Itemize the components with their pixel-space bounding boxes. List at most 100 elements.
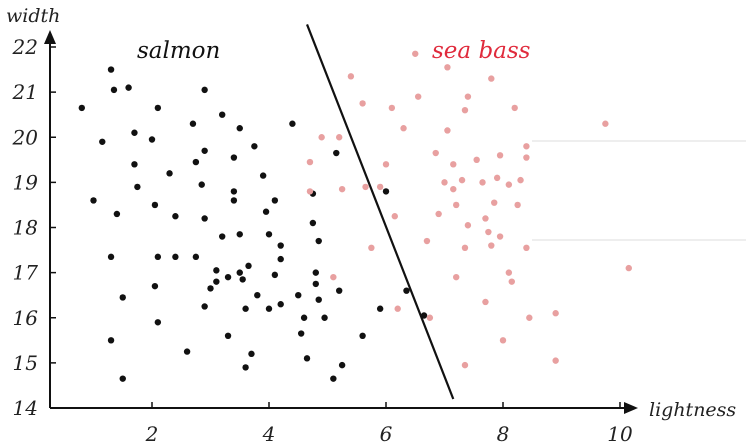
y-axis-arrow-icon <box>44 30 56 44</box>
sea-bass-point <box>505 181 513 188</box>
salmon-point <box>230 188 238 195</box>
sea-bass-point <box>552 310 559 317</box>
sea-bass-point <box>493 174 501 182</box>
y-tick-label: 16 <box>13 306 39 330</box>
salmon-point <box>119 294 126 301</box>
salmon-point <box>321 314 328 321</box>
salmon-point <box>376 305 384 312</box>
salmon-point <box>219 111 226 118</box>
x-tick-label: 6 <box>380 422 393 446</box>
salmon-point <box>315 237 322 245</box>
sea-bass-point <box>482 298 489 306</box>
sea-bass-point <box>444 64 451 71</box>
salmon-point <box>312 280 319 288</box>
salmon-point <box>265 231 273 238</box>
y-tick-label: 15 <box>13 351 38 375</box>
sea-bass-point <box>488 242 495 249</box>
sea-bass-point <box>388 104 396 112</box>
sea-bass-point <box>426 314 434 321</box>
axes <box>44 30 638 414</box>
x-tick-label: 10 <box>607 422 633 446</box>
salmon-point <box>303 355 311 362</box>
sea-bass-annotation: sea bass <box>432 38 531 64</box>
sea-bass-point <box>625 264 632 272</box>
salmon-point <box>338 361 346 369</box>
salmon-point <box>189 120 197 127</box>
sea-bass-point <box>473 156 480 164</box>
sea-bass-point <box>523 154 530 161</box>
salmon-point <box>125 84 132 91</box>
sea-bass-point <box>461 361 469 369</box>
salmon-point <box>207 285 214 292</box>
x-axis-label: lightness <box>649 399 736 421</box>
salmon-point <box>201 303 208 310</box>
salmon-point <box>90 197 97 204</box>
salmon-point <box>309 219 317 227</box>
salmon-point <box>230 154 238 161</box>
salmon-point <box>271 197 279 204</box>
sea-bass-point <box>336 134 343 141</box>
y-tick-label: 18 <box>13 216 38 240</box>
sea-bass-point <box>517 176 524 184</box>
salmon-point <box>224 332 232 339</box>
y-tick-label: 17 <box>13 261 39 285</box>
salmon-point <box>289 120 296 127</box>
salmon-point <box>119 375 126 382</box>
decision-boundary-line <box>306 24 455 400</box>
salmon-point <box>78 104 86 112</box>
y-tick-label: 20 <box>12 125 39 149</box>
salmon-point <box>99 138 106 145</box>
sea-bass-point <box>488 75 495 82</box>
salmon-point <box>420 312 428 319</box>
salmon-point <box>213 278 220 285</box>
salmon-point <box>239 276 246 283</box>
sea-bass-point <box>347 73 355 80</box>
sea-bass-point <box>423 237 431 245</box>
sea-bass-point <box>376 183 384 191</box>
data-points <box>78 50 632 382</box>
salmon-point <box>242 364 249 371</box>
salmon-point <box>172 253 179 261</box>
salmon-point <box>277 255 284 263</box>
salmon-point <box>336 287 343 294</box>
salmon-point <box>245 262 252 270</box>
salmon-point <box>330 375 337 382</box>
salmon-point <box>183 348 191 355</box>
salmon-point <box>403 287 410 294</box>
sea-bass-point <box>491 199 498 206</box>
salmon-point <box>277 242 284 249</box>
salmon-point <box>166 170 173 177</box>
salmon-point <box>265 305 273 312</box>
salmon-point <box>107 66 115 73</box>
y-ticks: 14 15 16 17 18 19 20 21 22 <box>12 35 56 420</box>
sea-bass-point <box>505 269 513 276</box>
salmon-point <box>213 267 220 274</box>
sea-bass-point <box>461 106 469 114</box>
salmon-point <box>192 253 200 261</box>
sea-bass-point <box>368 244 375 252</box>
salmon-point <box>224 273 232 281</box>
salmon-point <box>148 136 156 143</box>
sea-bass-point <box>453 201 460 209</box>
sea-bass-point <box>508 278 515 285</box>
x-ticks: 2 4 6 8 10 <box>145 402 633 446</box>
sea-bass-point <box>511 104 518 112</box>
salmon-point <box>382 188 390 195</box>
sea-bass-point <box>330 273 337 281</box>
sea-bass-point <box>382 161 390 168</box>
sea-bass-point <box>479 179 486 186</box>
x-tick-label: 4 <box>262 422 276 446</box>
y-tick-label: 19 <box>13 170 39 194</box>
salmon-annotation: salmon <box>137 38 220 64</box>
sea-bass-point <box>306 188 314 195</box>
sea-bass-point <box>432 149 439 157</box>
sea-bass-point <box>526 314 533 321</box>
sea-bass-point <box>523 143 530 150</box>
salmon-point <box>134 183 141 191</box>
salmon-point <box>219 233 226 240</box>
salmon-point <box>259 172 267 179</box>
salmon-point <box>236 125 243 132</box>
sea-bass-point <box>458 176 466 184</box>
salmon-point <box>254 291 261 299</box>
